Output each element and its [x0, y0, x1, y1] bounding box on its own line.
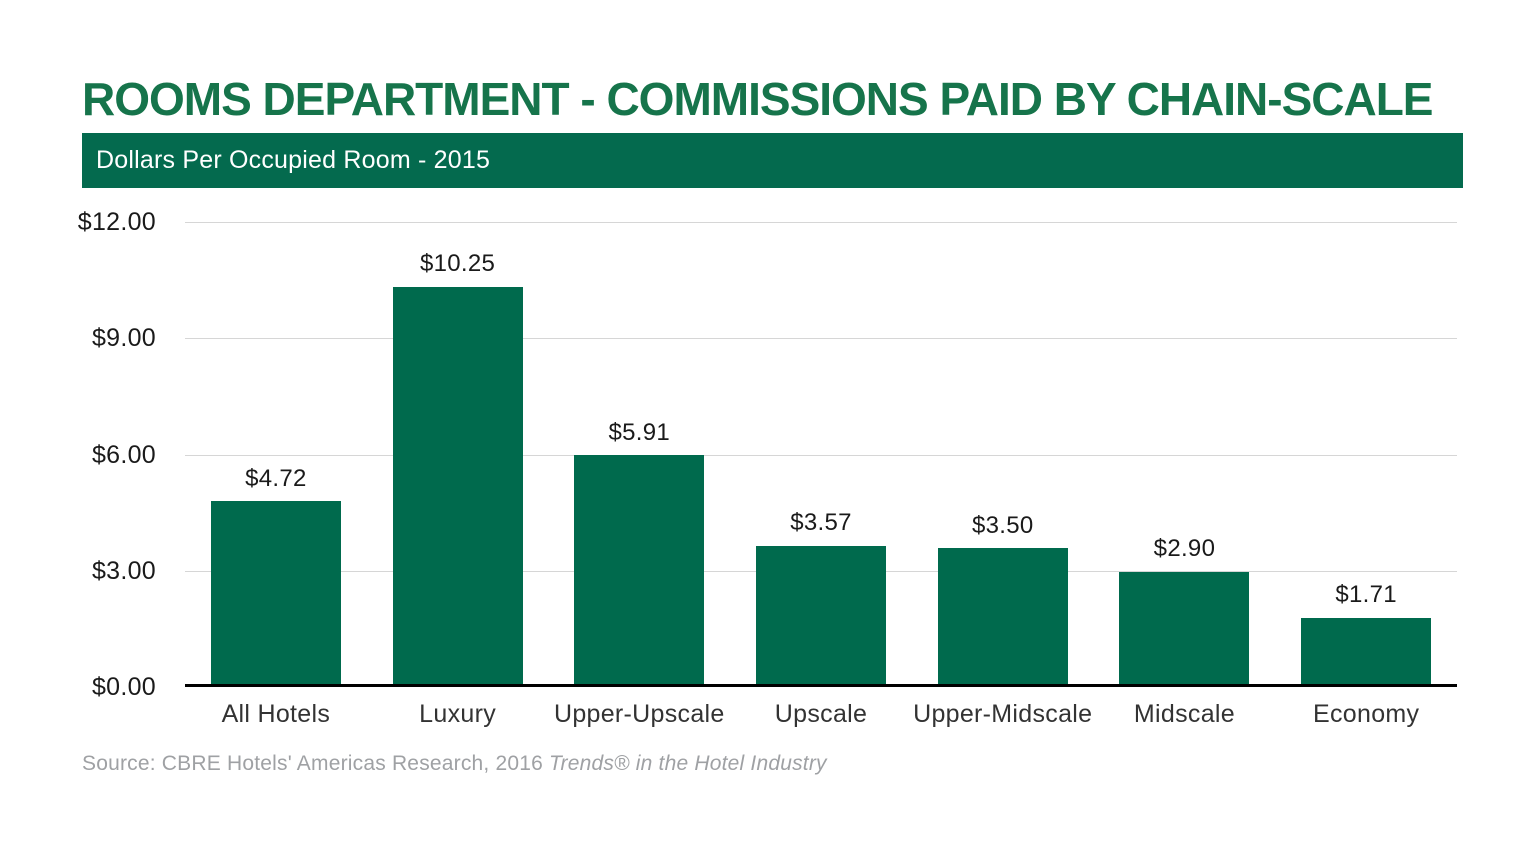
bar-value-label: $1.71	[1335, 581, 1397, 609]
subtitle-band: Dollars Per Occupied Room - 2015	[82, 133, 1463, 188]
category-label: Upper-Midscale	[913, 700, 1093, 728]
bar-slot: $1.71	[1275, 222, 1457, 684]
category-label: Luxury	[419, 700, 496, 728]
bar-value-label: $5.91	[608, 418, 671, 446]
bar-value-label: $4.72	[245, 464, 307, 492]
x-axis: All Hotels Luxury Upper-Upscale Upscale Uppe…	[185, 700, 1457, 729]
bar-slot: $3.50	[912, 222, 1094, 684]
source-note-italic: Trends® in the Hotel Industry	[549, 752, 827, 775]
bar-value-label: $2.90	[1153, 535, 1216, 563]
bar-value-label: $3.57	[790, 509, 852, 537]
y-tick-label: $0.00	[91, 673, 156, 701]
y-tick-label: $12.00	[77, 208, 156, 236]
bar-midscale	[1119, 571, 1250, 684]
y-tick-label: $9.00	[91, 324, 156, 353]
bar-value-label: $3.50	[971, 511, 1034, 539]
y-axis: $0.00 $3.00 $6.00 $9.00 $12.00	[55, 208, 170, 701]
subtitle-band-label: Dollars Per Occupied Room - 2015	[96, 146, 491, 174]
bars-container: $4.72 $10.25 $5.91 $3.57 $3.50 $2.90 $1.71	[185, 222, 1457, 684]
y-tick-label: $6.00	[91, 440, 156, 469]
gridline	[185, 454, 1457, 456]
bar-upper-midscale	[937, 548, 1068, 684]
category-label: Upper-Upscale	[553, 700, 725, 728]
bar-upper-upscale	[574, 455, 705, 684]
y-tick-label: $3.00	[91, 556, 156, 585]
category-label: All Hotels	[221, 700, 331, 728]
bar-slot: $3.57	[730, 222, 912, 684]
chart-title: ROOMS DEPARTMENT - COMMISSIONS PAID BY C…	[82, 73, 1433, 125]
source-note-text: Source: CBRE Hotels' Americas Research, …	[82, 752, 550, 775]
bar-slot: $2.90	[1094, 222, 1276, 684]
bar-upscale	[756, 545, 887, 684]
category-label: Upscale	[774, 700, 868, 728]
plot-area: $4.72 $10.25 $5.91 $3.57 $3.50 $2.90 $1.71	[185, 222, 1457, 687]
bar-slot: $5.91	[548, 222, 730, 684]
category-label: Economy	[1313, 700, 1420, 728]
bar-slot: $4.72	[185, 222, 367, 684]
bar-all-hotels	[210, 501, 341, 684]
source-note: Source: CBRE Hotels' Americas Research, …	[82, 752, 827, 776]
gridline	[185, 222, 1457, 223]
bar-luxury	[392, 286, 523, 684]
bar-value-label: $10.25	[419, 250, 496, 278]
bar-slot: $10.25	[367, 222, 549, 684]
gridline	[185, 338, 1457, 340]
category-label: Midscale	[1133, 700, 1235, 728]
bar-economy	[1301, 617, 1432, 684]
